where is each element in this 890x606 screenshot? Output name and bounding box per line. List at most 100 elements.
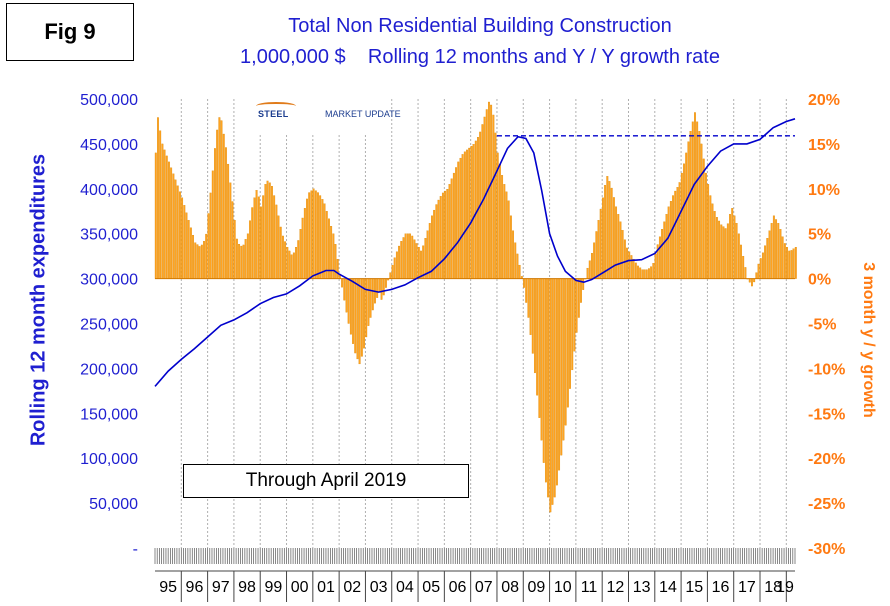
growth-bar	[229, 182, 232, 279]
x-axis: 95 96 97 98 99 00 01 02 03 04 05 06 07 08 09 10 11 12 13 14…	[154, 548, 796, 602]
growth-bar	[632, 258, 635, 279]
growth-bar	[663, 221, 666, 279]
growth-bar	[586, 267, 589, 279]
growth-bar	[549, 278, 552, 513]
growth-bar	[544, 278, 547, 483]
growth-bar	[527, 278, 530, 318]
growth-bar	[674, 190, 677, 279]
growth-bar	[406, 233, 409, 279]
growth-bar	[402, 237, 405, 279]
growth-bar	[468, 147, 471, 279]
growth-bar	[678, 182, 681, 279]
growth-bar	[371, 278, 374, 311]
growth-bar	[786, 247, 788, 279]
growth-bar	[218, 117, 221, 279]
growth-bar	[161, 143, 164, 279]
growth-bar	[165, 155, 168, 279]
growth-bar	[277, 215, 280, 279]
growth-bar	[571, 278, 574, 371]
growth-bar	[764, 245, 767, 279]
growth-bars	[154, 101, 797, 513]
growth-bar	[608, 181, 611, 279]
left-tick-label: -	[133, 541, 138, 558]
growth-bar	[299, 229, 302, 279]
growth-bar	[536, 278, 539, 396]
growth-bar	[672, 195, 675, 279]
growth-bar	[411, 235, 414, 279]
growth-bar	[413, 239, 416, 279]
year-label: 11	[581, 579, 598, 596]
growth-bar	[566, 278, 569, 408]
growth-bar	[249, 220, 251, 279]
growth-bar	[286, 247, 289, 279]
growth-bar	[222, 133, 225, 279]
growth-bar	[295, 247, 298, 279]
growth-bar	[308, 192, 311, 279]
growth-bar	[470, 145, 473, 279]
growth-bar	[168, 161, 170, 279]
growth-bar	[652, 263, 655, 279]
growth-bar	[621, 230, 624, 279]
growth-bar	[573, 278, 576, 352]
growth-bar	[707, 184, 710, 279]
growth-bar	[288, 250, 291, 279]
growth-bar	[523, 278, 525, 288]
left-tick-label: 350,000	[80, 227, 138, 244]
growth-bar	[312, 188, 315, 279]
growth-bar	[244, 239, 247, 279]
growth-bar	[343, 278, 346, 301]
right-tick-label: 20%	[808, 92, 840, 109]
growth-bar	[507, 200, 510, 279]
right-tick-label: -20%	[808, 451, 845, 468]
growth-bar	[251, 207, 254, 279]
growth-bar	[284, 241, 287, 279]
growth-bar	[751, 278, 753, 287]
growth-bar	[794, 247, 797, 279]
growth-bar	[382, 278, 385, 296]
growth-bar	[172, 173, 175, 279]
growth-bar	[694, 112, 696, 279]
year-label: 04	[396, 579, 414, 596]
growth-bar	[227, 163, 230, 279]
growth-bar	[748, 278, 751, 283]
growth-bar	[617, 214, 620, 279]
growth-bar	[768, 230, 771, 279]
growth-bar	[365, 278, 368, 338]
left-tick-label: 500,000	[80, 92, 138, 109]
growth-bar	[336, 258, 339, 279]
growth-bar	[292, 252, 295, 279]
growth-bar	[279, 226, 282, 279]
left-axis-ticks: 500,000 450,000 400,000 350,000 300,000 250,0…	[80, 92, 138, 558]
growth-bar	[301, 217, 304, 279]
growth-bar	[547, 278, 550, 498]
through-date-annotation: Through April 2019	[183, 464, 469, 498]
growth-bar	[356, 278, 359, 360]
growth-bar	[395, 251, 398, 279]
growth-bar	[606, 176, 609, 279]
growth-bar	[426, 230, 429, 279]
year-label: 97	[212, 579, 230, 596]
growth-bar	[240, 245, 243, 279]
growth-bar	[770, 223, 773, 279]
growth-bar	[198, 246, 201, 279]
growth-bar	[209, 192, 212, 279]
growth-bar	[619, 221, 622, 279]
right-tick-label: 15%	[808, 137, 840, 154]
growth-bar	[599, 208, 602, 279]
growth-bar	[398, 245, 401, 279]
year-label: 07	[475, 579, 493, 596]
growth-bar	[455, 167, 458, 279]
growth-bar	[428, 223, 431, 279]
growth-bar	[790, 250, 793, 279]
growth-bar	[676, 187, 679, 279]
growth-bar	[720, 224, 723, 279]
growth-bar	[569, 278, 571, 389]
growth-bar	[214, 148, 216, 279]
right-tick-label: 10%	[808, 182, 840, 199]
right-tick-label: -5%	[808, 317, 836, 334]
growth-bar	[275, 204, 278, 279]
growth-bar	[400, 241, 403, 279]
growth-bar	[224, 147, 227, 279]
year-label: 12	[606, 579, 624, 596]
